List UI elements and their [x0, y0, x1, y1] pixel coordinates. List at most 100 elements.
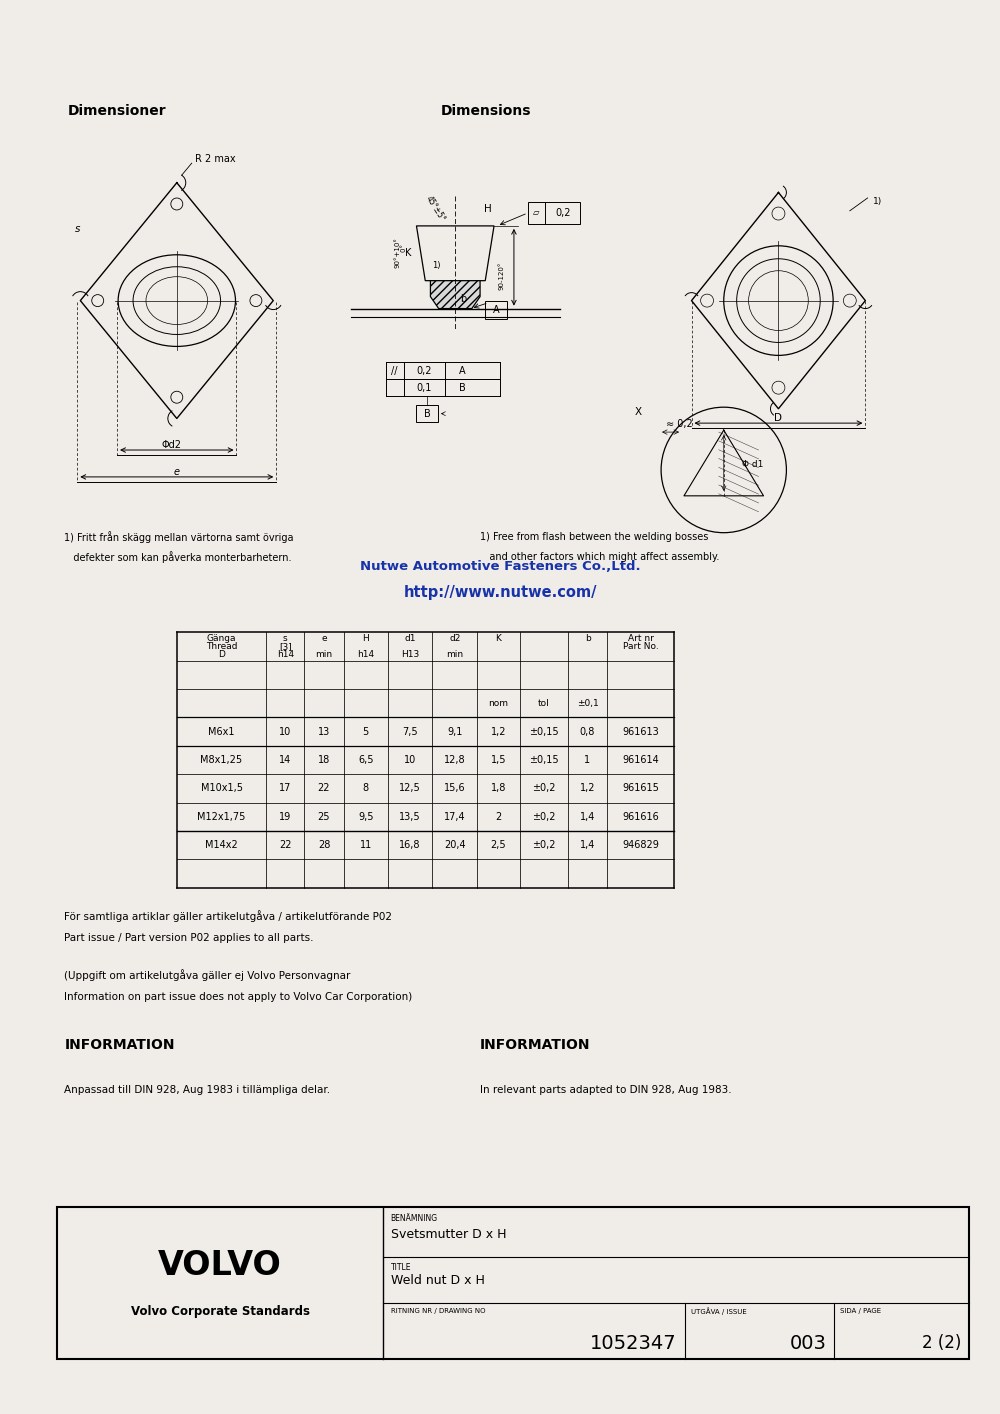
Text: M12x1,75: M12x1,75 [197, 812, 246, 822]
Text: ±0,2: ±0,2 [532, 812, 556, 822]
Text: TITLE: TITLE [391, 1263, 411, 1271]
Text: In relevant parts adapted to DIN 928, Aug 1983.: In relevant parts adapted to DIN 928, Au… [480, 1085, 732, 1094]
Text: 9,1: 9,1 [447, 727, 462, 737]
Text: defekter som kan påverka monterbarhetern.: defekter som kan påverka monterbarhetern… [64, 550, 292, 563]
Text: 16,8: 16,8 [399, 840, 421, 850]
Text: ±0,1: ±0,1 [577, 699, 598, 708]
Text: 20,4: 20,4 [444, 840, 466, 850]
Text: 11: 11 [360, 840, 372, 850]
Text: 22: 22 [318, 783, 330, 793]
Text: 8: 8 [363, 783, 369, 793]
Text: Gänga: Gänga [207, 633, 236, 643]
Text: 0,2: 0,2 [417, 366, 432, 376]
Text: ±0,2: ±0,2 [532, 840, 556, 850]
Text: 15,6: 15,6 [444, 783, 466, 793]
Text: INFORMATION: INFORMATION [64, 1038, 175, 1052]
Text: 10: 10 [404, 755, 416, 765]
Text: 0,8: 0,8 [580, 727, 595, 737]
Text: 17,4: 17,4 [444, 812, 466, 822]
Text: and other factors which might affect assembly.: and other factors which might affect ass… [480, 551, 719, 561]
Text: 2 (2): 2 (2) [922, 1335, 961, 1352]
Text: Dimensions: Dimensions [440, 105, 531, 119]
Text: 1,8: 1,8 [491, 783, 506, 793]
Text: 12,5: 12,5 [399, 783, 421, 793]
Text: ≈ 0,2: ≈ 0,2 [666, 419, 693, 428]
Text: 90-120°: 90-120° [498, 262, 504, 290]
Text: 1) Fritt från skägg mellan värtorna samt övriga: 1) Fritt från skägg mellan värtorna samt… [64, 530, 294, 543]
Text: 1,2: 1,2 [580, 783, 595, 793]
Text: 19: 19 [279, 812, 291, 822]
Text: K: K [405, 247, 411, 257]
Text: D: D [774, 413, 782, 423]
Text: 17: 17 [279, 783, 291, 793]
Text: Nutwe Automotive Fasteners Co.,Ltd.: Nutwe Automotive Fasteners Co.,Ltd. [360, 560, 640, 573]
Text: M8x1,25: M8x1,25 [200, 755, 243, 765]
Text: B: B [424, 409, 430, 419]
Text: 90°+10°
    0°: 90°+10° 0° [394, 238, 407, 269]
Text: d1: d1 [404, 633, 416, 643]
Text: 1: 1 [584, 755, 591, 765]
Text: 5: 5 [363, 727, 369, 737]
Text: 2: 2 [495, 812, 502, 822]
Text: 10: 10 [279, 727, 291, 737]
Text: 2,5: 2,5 [491, 840, 506, 850]
Text: Weld nut D x H: Weld nut D x H [391, 1274, 484, 1287]
Text: Part issue / Part version P02 applies to all parts.: Part issue / Part version P02 applies to… [64, 933, 314, 943]
Text: e: e [174, 467, 180, 477]
Text: 13,5: 13,5 [399, 812, 421, 822]
Text: 1): 1) [432, 262, 440, 270]
Text: ▱: ▱ [533, 208, 540, 218]
Text: 12,8: 12,8 [444, 755, 466, 765]
Text: 18: 18 [318, 755, 330, 765]
Text: H13: H13 [401, 649, 419, 659]
Text: Φ d1: Φ d1 [742, 461, 763, 469]
Text: För samtliga artiklar gäller artikelutgåva / artikelutförande P02: För samtliga artiklar gäller artikelutgå… [64, 909, 392, 922]
Text: tol: tol [538, 699, 550, 708]
Text: 22: 22 [279, 840, 291, 850]
Text: s: s [283, 633, 288, 643]
Text: SIDA / PAGE: SIDA / PAGE [840, 1308, 882, 1314]
Bar [485, 301, 507, 318]
Text: [3]: [3] [279, 642, 292, 650]
Text: h14: h14 [277, 649, 294, 659]
Text: Thread: Thread [206, 642, 237, 650]
Text: min: min [315, 649, 333, 659]
Text: A: A [459, 366, 466, 376]
Text: 14: 14 [279, 755, 291, 765]
Text: b: b [460, 294, 466, 304]
Bar [57, 1208, 969, 1359]
Text: http://www.nutwe.com/: http://www.nutwe.com/ [403, 585, 597, 600]
Text: X: X [634, 407, 641, 417]
Text: INFORMATION: INFORMATION [480, 1038, 591, 1052]
Text: Part No.: Part No. [623, 642, 659, 650]
Text: s: s [75, 223, 81, 233]
Text: 6,5: 6,5 [358, 755, 374, 765]
Text: 1,4: 1,4 [580, 812, 595, 822]
Text: Svetsmutter D x H: Svetsmutter D x H [391, 1229, 506, 1241]
Text: 961614: 961614 [622, 755, 659, 765]
Text: 28: 28 [318, 840, 330, 850]
Text: Art nr: Art nr [628, 633, 654, 643]
Text: ±0,2: ±0,2 [532, 783, 556, 793]
Text: A: A [493, 304, 499, 314]
Text: 961613: 961613 [622, 727, 659, 737]
Text: 9,5: 9,5 [358, 812, 374, 822]
Text: 1,5: 1,5 [491, 755, 506, 765]
Text: e: e [321, 633, 327, 643]
Text: //: // [391, 366, 398, 376]
Text: (Uppgift om artikelutgåva gäller ej Volvo Personvagnar: (Uppgift om artikelutgåva gäller ej Volv… [64, 970, 351, 981]
Text: 961615: 961615 [622, 783, 659, 793]
Text: nom: nom [489, 699, 509, 708]
Text: 003: 003 [790, 1333, 826, 1353]
Text: 13: 13 [318, 727, 330, 737]
Text: 1052347: 1052347 [590, 1333, 677, 1353]
Text: M10x1,5: M10x1,5 [201, 783, 243, 793]
Bar [416, 406, 438, 423]
Polygon shape [430, 281, 480, 308]
Text: B: B [459, 383, 466, 393]
Text: 961616: 961616 [622, 812, 659, 822]
Bar [528, 202, 580, 223]
Text: 7,5: 7,5 [402, 727, 418, 737]
Text: 1) Free from flash between the welding bosses: 1) Free from flash between the welding b… [480, 532, 708, 542]
Text: UTGÅVA / ISSUE: UTGÅVA / ISSUE [691, 1308, 747, 1315]
